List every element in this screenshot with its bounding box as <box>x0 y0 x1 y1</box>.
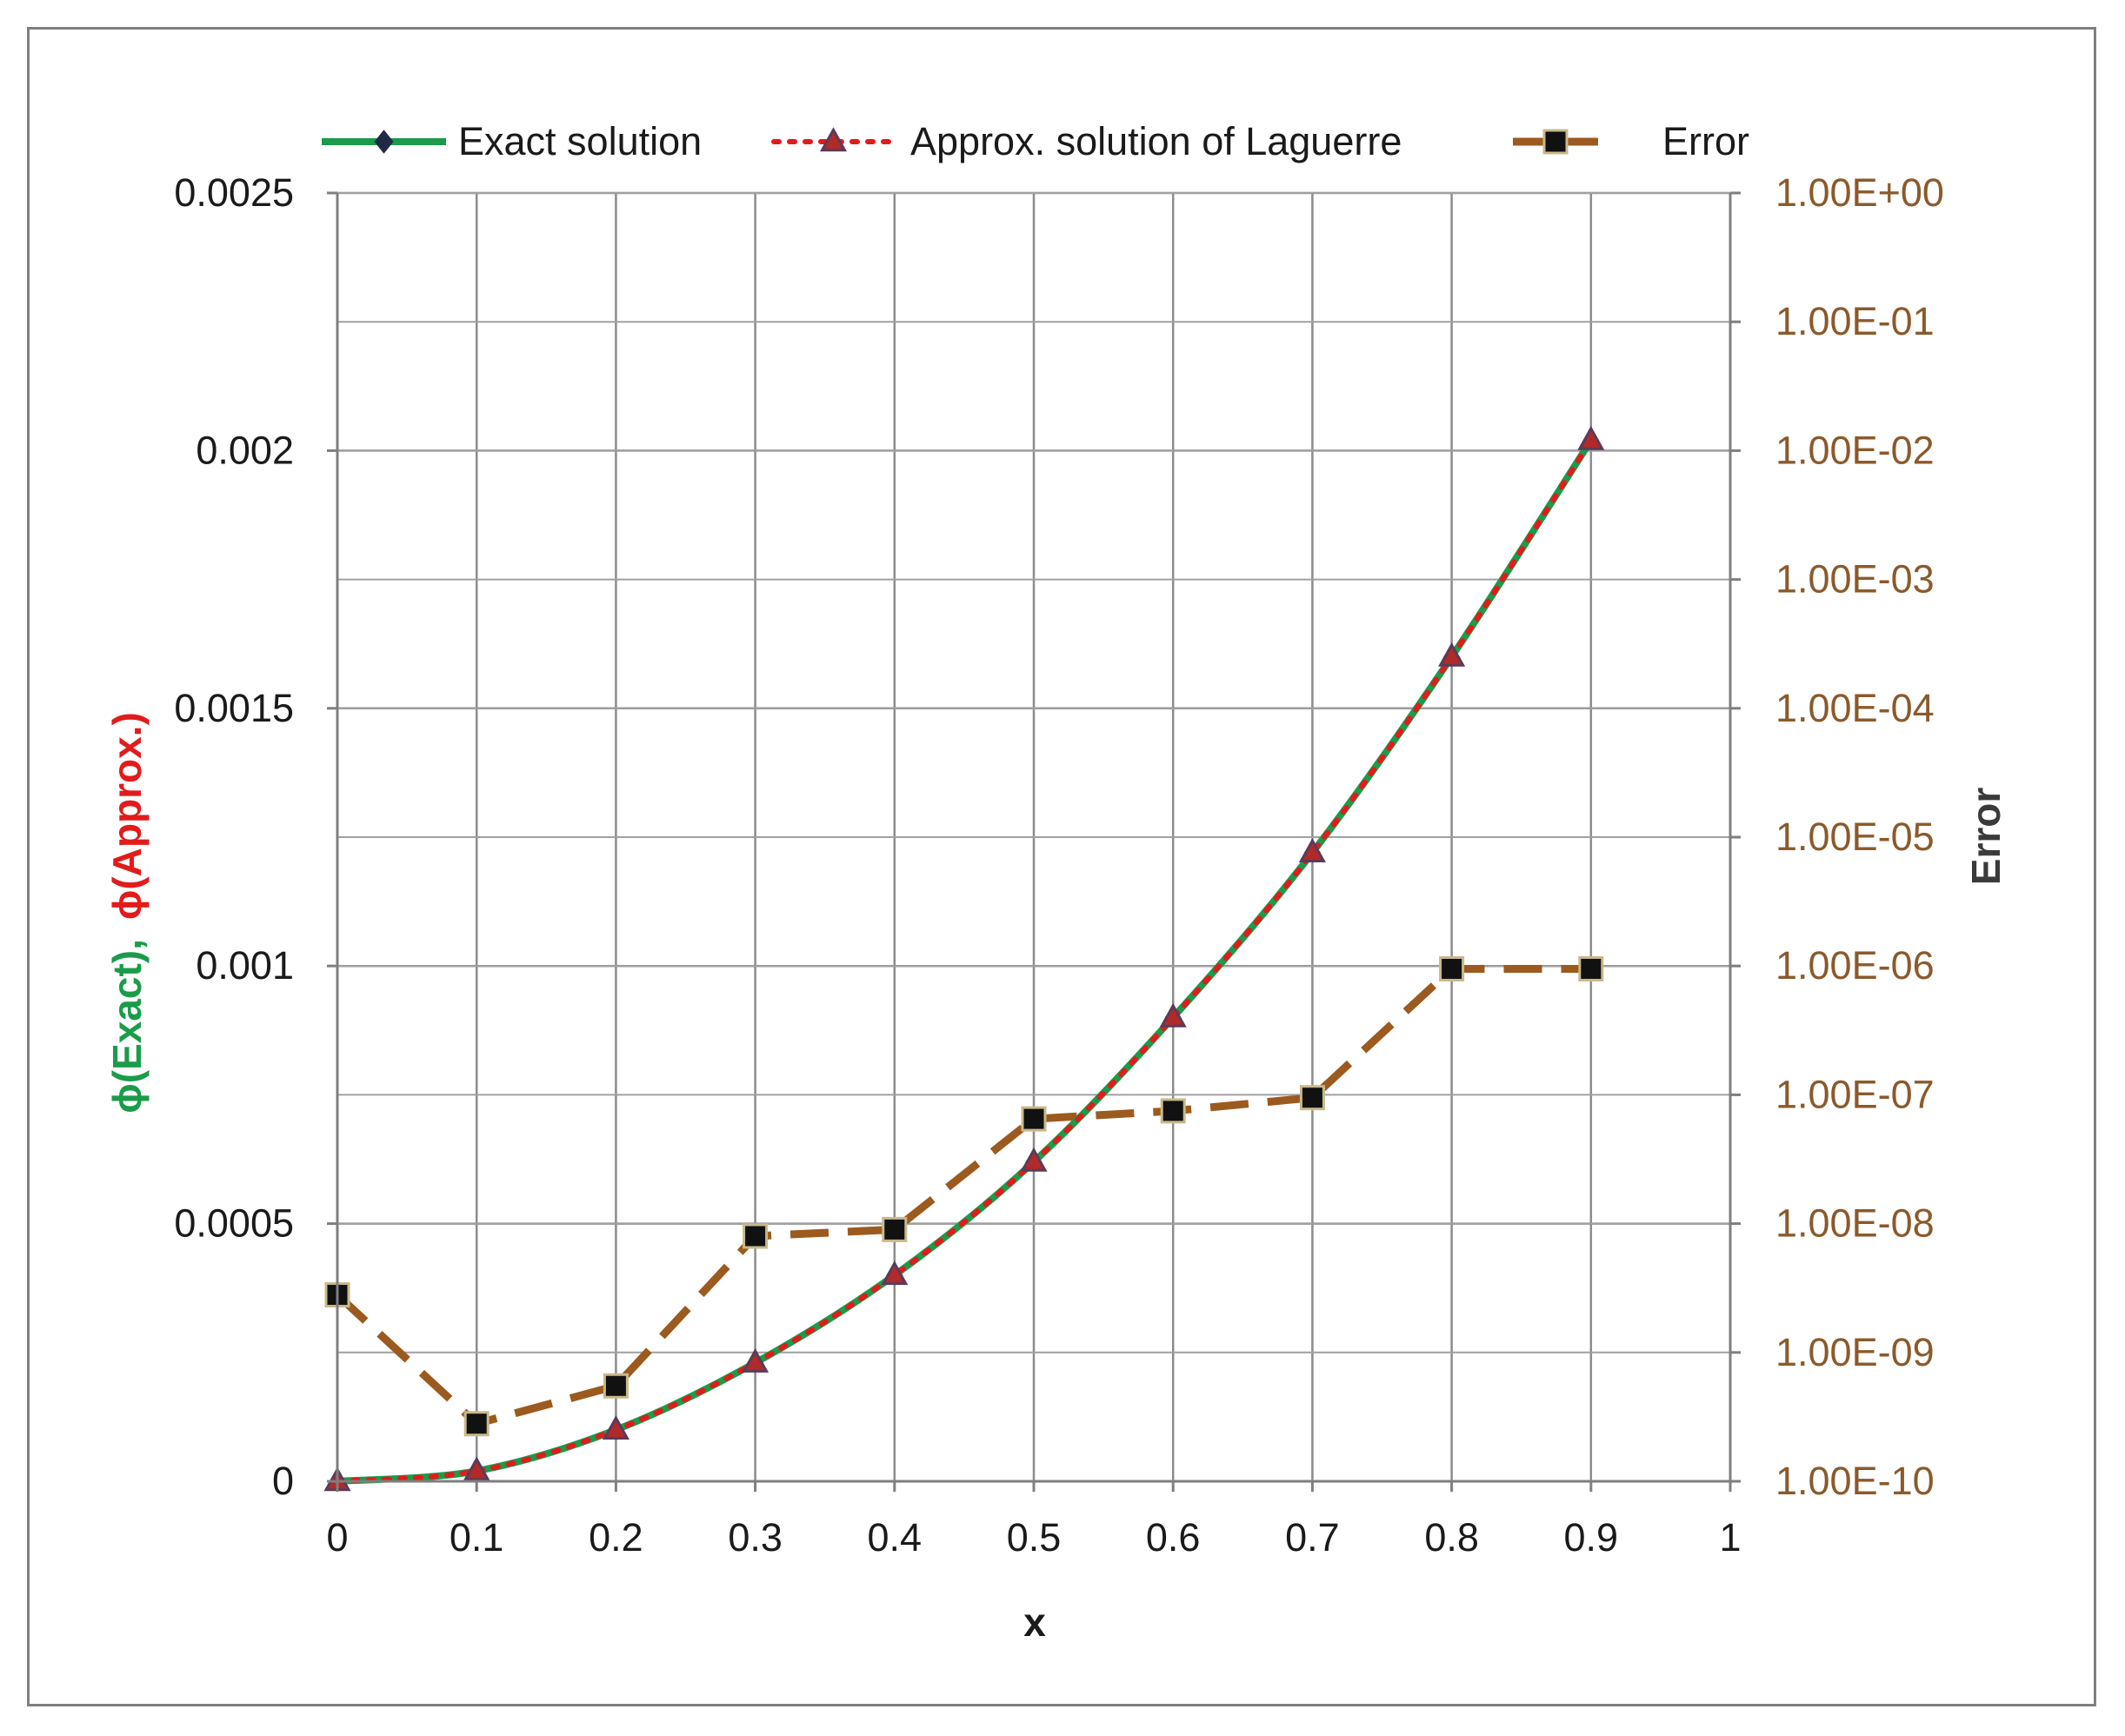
x-tick-label: 0 <box>326 1515 348 1560</box>
y-left-tick-label: 0.002 <box>196 428 294 472</box>
x-tick-label: 0.1 <box>450 1515 504 1560</box>
data-point <box>463 1411 490 1437</box>
data-point <box>881 1260 909 1286</box>
x-tick-label: 0.4 <box>868 1515 923 1560</box>
y-right-tick-label: 1.00E-02 <box>1775 428 1935 472</box>
data-point <box>1577 425 1605 450</box>
legend: Exact solution Approx. solution of Laguer… <box>322 119 1749 163</box>
legend-marker <box>819 127 848 152</box>
y-right-tick-label: 1.00E-07 <box>1775 1072 1935 1116</box>
x-tick-label: 0.7 <box>1285 1515 1340 1560</box>
data-point <box>1021 1106 1047 1132</box>
legend-label: Error <box>1662 119 1749 163</box>
y-axis-left-title-part-approx: ϕ(Approx.) <box>104 712 150 920</box>
legend-marker <box>374 130 394 154</box>
axes: 0 0.1 0.2 0.3 0.4 0.5 0.6 0.7 0.8 0.9 1 0 0.0005 0.00… <box>174 170 1944 1560</box>
x-axis-title: x <box>1023 1600 1046 1645</box>
y-left-tick-label: 0.0025 <box>174 170 294 215</box>
legend-item: Error <box>1513 119 1749 163</box>
y-right-tick-label: 1.00E-05 <box>1775 815 1935 859</box>
y-left-tick-label: 0.001 <box>196 943 294 988</box>
grid <box>336 191 1732 1483</box>
data-point <box>742 1347 769 1373</box>
y-right-tick-label: 1.00E-03 <box>1775 557 1935 602</box>
y-right-tick-label: 1.00E-01 <box>1775 299 1935 343</box>
y-right-tick-label: 1.00E-04 <box>1775 686 1935 730</box>
series-triangle <box>323 425 1605 1492</box>
legend-marker <box>1542 129 1569 155</box>
data-point <box>1299 1085 1325 1111</box>
y-left-tick-label: 0 <box>272 1459 294 1503</box>
series-layer <box>323 425 1605 1492</box>
y-axis-left-title-part-exact: ϕ(Exact), <box>104 939 150 1114</box>
x-tick-label: 0.3 <box>728 1515 783 1560</box>
series-line <box>334 965 1591 1428</box>
legend-item: Approx. solution of Laguerre <box>771 119 1402 163</box>
legend-label: Approx. solution of Laguerre <box>910 119 1402 163</box>
y-right-tick-label: 1.00E-08 <box>1775 1201 1935 1246</box>
y-axis-right-title: Error <box>1963 788 2008 886</box>
y-axis-left-title: ϕ(Exact), ϕ(Approx.) <box>104 712 150 1114</box>
x-tick-label: 0.5 <box>1007 1515 1062 1560</box>
data-point <box>603 1373 629 1399</box>
data-point <box>463 1456 490 1481</box>
data-point <box>1160 1098 1186 1124</box>
data-point <box>1439 956 1465 982</box>
data-point <box>1578 956 1604 982</box>
data-point <box>1020 1147 1048 1172</box>
legend-label: Exact solution <box>458 119 702 163</box>
x-tick-label: 0.8 <box>1424 1515 1479 1560</box>
data-point <box>602 1414 630 1440</box>
y-left-tick-label: 0.0005 <box>174 1201 294 1246</box>
y-right-tick-label: 1.00E-10 <box>1775 1459 1935 1503</box>
data-point <box>1298 838 1326 863</box>
x-tick-label: 1 <box>1719 1515 1741 1560</box>
y-right-tick-label: 1.00E-09 <box>1775 1330 1935 1374</box>
x-tick-label: 0.9 <box>1564 1515 1619 1560</box>
y-left-tick-label: 0.0015 <box>174 686 294 730</box>
data-point <box>1159 1002 1187 1028</box>
x-tick-label: 0.2 <box>589 1515 643 1560</box>
legend-item: Exact solution <box>322 119 702 163</box>
y-right-tick-label: 1.00E+00 <box>1775 170 1944 215</box>
x-tick-label: 0.6 <box>1146 1515 1201 1560</box>
y-right-tick-label: 1.00E-06 <box>1775 943 1935 988</box>
data-point <box>882 1216 908 1242</box>
data-point <box>1438 642 1466 667</box>
data-point <box>743 1223 769 1249</box>
